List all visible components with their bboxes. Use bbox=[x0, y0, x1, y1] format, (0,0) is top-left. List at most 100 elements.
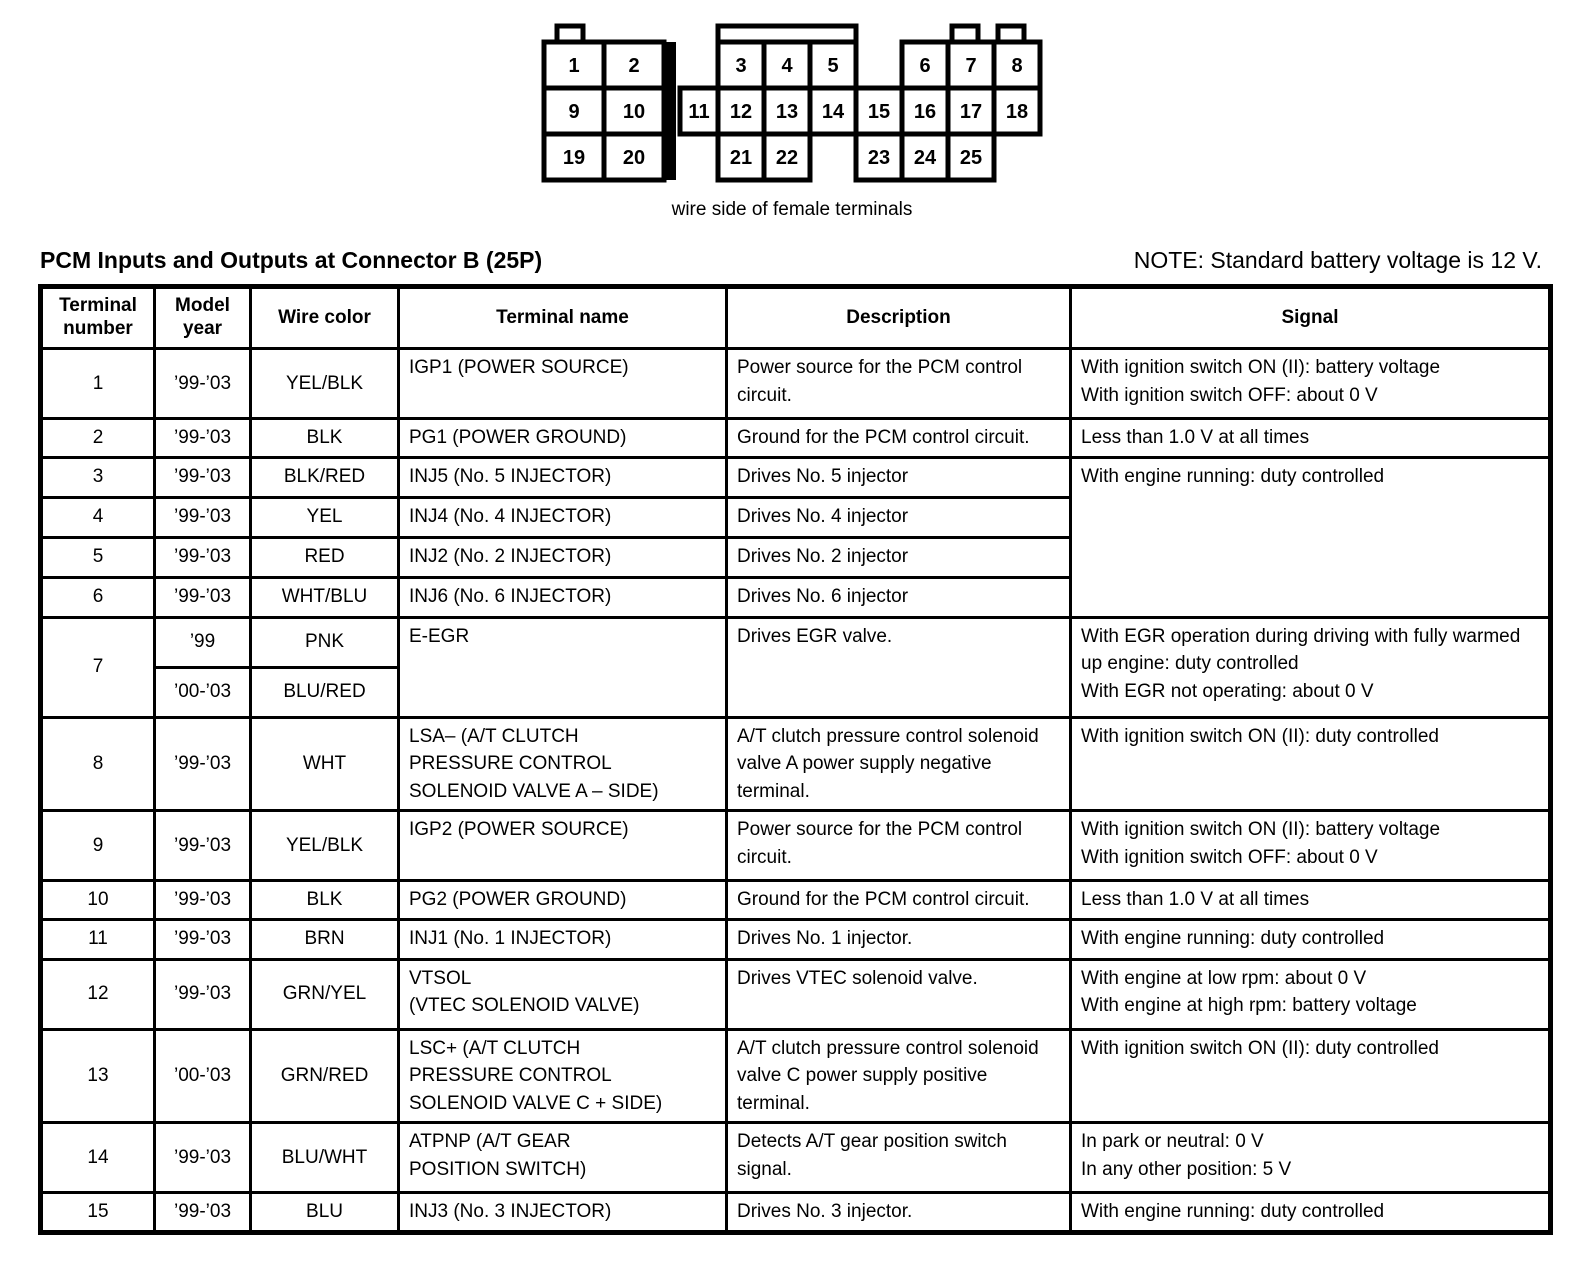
page-title: PCM Inputs and Outputs at Connector B (2… bbox=[40, 247, 543, 273]
column-header-line: Signal bbox=[1281, 306, 1339, 328]
column-header-line: number bbox=[63, 318, 133, 339]
pin-cell bbox=[807, 85, 859, 137]
table-cell: BLK bbox=[249, 879, 400, 921]
table-cell: INJ1 (No. 1 INJECTOR) bbox=[397, 917, 728, 961]
table-cell: YEL bbox=[249, 495, 400, 539]
table-row: 5’99-’03 RED INJ2 (No. 2 INJECTOR) Drives N… bbox=[39, 535, 1551, 579]
pinout-table-header: Terminal number Model year Wire color Termina… bbox=[39, 285, 1552, 350]
table-cell: With engine running: duty controlled bbox=[1069, 1191, 1552, 1234]
table-row: 2’99-’03 BLK PG1 (POWER GROUND) Ground for … bbox=[39, 417, 1552, 459]
table-cell-line: With engine at low rpm: about 0 V bbox=[1081, 967, 1367, 989]
table-cell: Power source for the PCM control circuit… bbox=[725, 347, 1072, 420]
table-cell: Drives No. 1 injector. bbox=[725, 917, 1072, 961]
table-cell: ’99-’03 bbox=[153, 957, 252, 1031]
pin-number: 17 bbox=[960, 101, 982, 123]
table-cell: With ignition switch ON (II): battery vo… bbox=[1069, 347, 1552, 420]
table-row: 14’99-’03 BLU/WHT ATPNP (A/T GEAR POSITION … bbox=[39, 1121, 1552, 1195]
table-cell: With engine running: duty controlled bbox=[1069, 917, 1552, 961]
table-cell: 15 bbox=[39, 1191, 156, 1234]
table-cell-line: LSC+ (A/T CLUTCH bbox=[409, 1037, 581, 1059]
pin-cell bbox=[761, 131, 813, 183]
table-cell: Less than 1.0 V at all times bbox=[1069, 417, 1552, 459]
table-cell: 1 bbox=[39, 347, 156, 420]
table-cell: With ignition switch ON (II): battery vo… bbox=[1069, 809, 1552, 883]
table-row: 3’99-’03 BLK/RED INJ5 (No. 5 INJECTOR) Driv… bbox=[39, 455, 1552, 619]
table-cell: With engine running: duty controlled bbox=[1069, 455, 1552, 619]
table-cell-line: ATPNP (A/T GEAR bbox=[409, 1131, 571, 1153]
pin-number: 20 bbox=[623, 147, 645, 169]
table-cell: PNK bbox=[249, 615, 400, 669]
table-row: 13’00-’03 GRN/RED LSC+ (A/T CLUTCH PRESSURE… bbox=[39, 1027, 1552, 1125]
table-cell-line: With engine at high rpm: battery voltage bbox=[1081, 995, 1417, 1017]
table-cell-line: LSA– (A/T CLUTCH bbox=[409, 725, 579, 747]
table-cell-line: With ignition switch OFF: about 0 V bbox=[1081, 384, 1378, 406]
table-cell: ’00-’03 bbox=[153, 665, 252, 719]
pin-cell bbox=[601, 131, 667, 183]
table-cell-line: PRESSURE CONTROL bbox=[409, 753, 612, 775]
table-cell: BLU/RED bbox=[249, 665, 400, 719]
table-cell: With ignition switch ON (II): duty contr… bbox=[1069, 715, 1552, 813]
column-header: Wire color bbox=[249, 285, 400, 350]
table-cell: ’99-’03 bbox=[153, 1121, 252, 1195]
table-row: 12’99-’03 GRN/YEL VTSOL (VTEC SOLENOID VALV… bbox=[39, 957, 1552, 1031]
table-cell: 5 bbox=[39, 535, 156, 579]
table-cell: ’99 bbox=[153, 615, 252, 669]
title-row: PCM Inputs and Outputs at Connector B (2… bbox=[40, 247, 1542, 274]
table-cell-line: With EGR operation during driving with f… bbox=[1081, 625, 1521, 675]
pin-cell bbox=[601, 39, 667, 91]
pin-cell bbox=[715, 131, 767, 183]
table-cell: 10 bbox=[39, 879, 156, 921]
table-cell: BLK/RED bbox=[249, 455, 400, 499]
table-cell: YEL/BLK bbox=[249, 347, 400, 420]
column-header: Description bbox=[725, 285, 1072, 350]
column-header-line: Wire color bbox=[278, 306, 371, 328]
table-cell-line: PRESSURE CONTROL bbox=[409, 1065, 612, 1087]
table-cell-line: SOLENOID VALVE C + SIDE) bbox=[409, 1092, 663, 1114]
battery-voltage-note: NOTE: Standard battery voltage is 12 V. bbox=[1133, 247, 1542, 273]
pin-number: 8 bbox=[1011, 55, 1022, 77]
table-row: 1’99-’03 YEL/BLK IGP1 (POWER SOURCE) Power … bbox=[39, 347, 1552, 420]
pinout-table-body: 1 ’99-’03 YEL/BLK IGP1 (POWER SOURCE) Power … bbox=[39, 347, 1552, 1234]
table-row: 6’99-’03 WHT/BLU INJ6 (No. 6 INJECTOR) Driv… bbox=[39, 575, 1551, 619]
table-cell: BLU/WHT bbox=[249, 1121, 400, 1195]
pin-number: 23 bbox=[868, 147, 890, 169]
pin-cell bbox=[807, 39, 859, 91]
table-row: ’00-’03 BLU/RED bbox=[41, 665, 1551, 719]
table-cell: ’00-’03 bbox=[153, 1027, 252, 1125]
table-cell: ’99-’03 bbox=[153, 535, 252, 579]
table-cell: VTSOL (VTEC SOLENOID VALVE) bbox=[397, 957, 728, 1031]
table-cell: Less than 1.0 V at all times bbox=[1069, 879, 1552, 921]
table-cell: LSA– (A/T CLUTCH PRESSURE CONTROL SOLENOID… bbox=[397, 715, 728, 813]
table-cell: 6 bbox=[39, 575, 156, 619]
table-row: 4’99-’03 YEL INJ4 (No. 4 INJECTOR) Drives N… bbox=[39, 495, 1551, 539]
table-cell: 4 bbox=[39, 495, 156, 539]
column-header: Signal bbox=[1069, 285, 1552, 350]
pin-cell bbox=[991, 85, 1043, 137]
pin-number: 10 bbox=[623, 101, 645, 123]
table-cell-line: POSITION SWITCH) bbox=[409, 1158, 587, 1180]
pin-number: 19 bbox=[563, 147, 585, 169]
table-cell: WHT/BLU bbox=[249, 575, 400, 619]
connector-divider-bar bbox=[664, 42, 676, 180]
table-cell: ’99-’03 bbox=[153, 1191, 252, 1234]
table-cell: INJ2 (No. 2 INJECTOR) bbox=[397, 535, 728, 579]
pinout-table: Terminal number Model year Wire color Termina… bbox=[38, 284, 1553, 1235]
table-cell: IGP1 (POWER SOURCE) bbox=[397, 347, 728, 420]
table-cell: ’99-’03 bbox=[153, 575, 252, 619]
connector-caption: wire side of female terminals bbox=[671, 199, 913, 220]
table-cell: A/T clutch pressure control solenoid val… bbox=[725, 715, 1072, 813]
table-cell-line: In park or neutral: 0 V bbox=[1081, 1131, 1264, 1153]
table-cell-line: VTSOL bbox=[409, 967, 472, 989]
table-cell: 8 bbox=[39, 715, 156, 813]
table-cell: ’99-’03 bbox=[153, 917, 252, 961]
table-cell: INJ3 (No. 3 INJECTOR) bbox=[397, 1191, 728, 1234]
table-cell: ’99-’03 bbox=[153, 879, 252, 921]
pin-number: 11 bbox=[688, 101, 709, 123]
table-row: 15’99-’03 BLU INJ3 (No. 3 INJECTOR) Drives … bbox=[39, 1191, 1552, 1234]
table-row: 9’99-’03 YEL/BLK IGP2 (POWER SOURCE) Power … bbox=[39, 809, 1552, 883]
column-header: Model year bbox=[153, 285, 252, 350]
table-row: 7’99 PNK E-EGR Drives EGR valve. With EGR op… bbox=[39, 615, 1552, 719]
